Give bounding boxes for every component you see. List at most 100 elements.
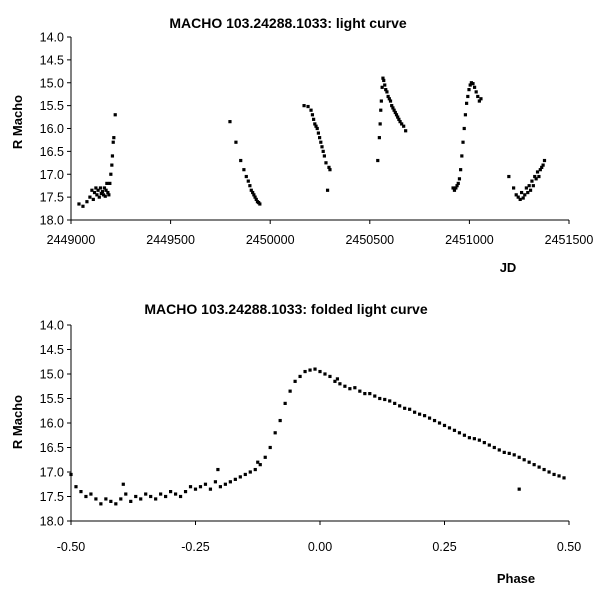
- data-point: [90, 188, 94, 192]
- data-point: [391, 106, 395, 110]
- data-point: [452, 188, 457, 192]
- data-point: [517, 455, 521, 459]
- data-point: [324, 161, 328, 165]
- x-axis-label: Phase: [497, 571, 535, 586]
- x-tick-label: 2450500: [345, 233, 394, 247]
- data-point: [533, 174, 537, 179]
- data-point: [394, 113, 399, 117]
- data-point: [313, 122, 317, 126]
- data-point: [104, 497, 108, 501]
- data-point: [164, 494, 168, 499]
- data-point: [203, 482, 208, 486]
- x-tick-label: -0.25: [181, 540, 210, 554]
- data-point: [246, 179, 250, 183]
- x-axis-label: JD: [500, 260, 517, 275]
- data-point: [283, 401, 287, 405]
- data-point: [380, 85, 384, 89]
- data-point: [108, 181, 112, 185]
- data-point: [532, 463, 536, 467]
- y-tick-label: 18.0: [40, 214, 64, 228]
- data-point: [531, 184, 535, 188]
- data-point: [368, 392, 372, 396]
- data-point: [393, 401, 397, 405]
- data-point: [88, 195, 92, 199]
- data-point: [288, 389, 292, 393]
- data-point: [541, 163, 545, 167]
- data-point: [427, 416, 432, 420]
- data-point: [251, 190, 255, 195]
- data-point: [467, 88, 471, 92]
- y-tick-label: 15.5: [40, 99, 64, 113]
- data-point: [258, 202, 262, 206]
- data-point: [516, 195, 520, 199]
- data-point: [432, 418, 437, 423]
- y-axis-label: R Macho: [10, 395, 25, 449]
- data-point: [111, 140, 115, 144]
- data-point: [268, 445, 272, 450]
- y-tick-label: 14.0: [40, 31, 64, 45]
- data-point: [253, 467, 257, 472]
- data-point: [318, 369, 322, 374]
- data-point: [208, 487, 213, 491]
- data-point: [302, 104, 306, 108]
- data-point: [535, 170, 540, 174]
- data-point: [353, 386, 357, 390]
- data-point: [542, 467, 546, 472]
- data-point: [228, 120, 232, 124]
- data-point: [327, 165, 331, 169]
- data-point: [234, 140, 238, 144]
- data-point: [256, 460, 260, 464]
- data-point: [321, 149, 325, 153]
- data-point: [477, 99, 481, 103]
- data-point: [258, 463, 262, 467]
- data-point: [398, 120, 402, 124]
- y-tick-label: 15.5: [40, 392, 64, 406]
- data-point: [243, 472, 247, 477]
- data-point: [92, 190, 97, 195]
- x-tick-label: -0.50: [57, 540, 86, 554]
- data-point: [524, 186, 528, 190]
- data-point: [79, 490, 83, 494]
- data-point: [476, 94, 480, 99]
- data-point: [223, 482, 227, 486]
- data-point: [335, 377, 340, 381]
- x-tick-label: 2450000: [246, 233, 295, 247]
- data-point: [472, 437, 476, 441]
- x-ticks: 2449000 2449500 2450000 2450500 2451000 24515…: [47, 220, 593, 247]
- data-point: [348, 387, 352, 391]
- data-point: [97, 195, 101, 199]
- data-point: [99, 502, 103, 506]
- data-point: [149, 494, 153, 499]
- data-point: [318, 136, 322, 140]
- data-point: [408, 407, 412, 411]
- data-point: [95, 193, 99, 197]
- data-point: [512, 453, 516, 457]
- data-point: [400, 122, 404, 126]
- data-point: [249, 188, 253, 192]
- data-point: [119, 497, 123, 501]
- data-points: [69, 367, 566, 506]
- data-point: [312, 117, 316, 121]
- y-axis-label: R Macho: [10, 95, 25, 149]
- x-tick-label: 0.00: [308, 540, 332, 554]
- data-point: [320, 145, 324, 149]
- data-points: [77, 76, 547, 208]
- data-point: [392, 108, 396, 112]
- data-point: [114, 502, 118, 506]
- data-point: [84, 494, 88, 499]
- data-point: [298, 374, 302, 379]
- data-point: [454, 186, 458, 190]
- data-point: [468, 83, 472, 87]
- data-point: [512, 186, 516, 190]
- data-point: [159, 492, 163, 496]
- data-point: [129, 499, 133, 503]
- folded-light-curve-chart: MACHO 103.24288.1033: folded light curve…: [10, 301, 581, 586]
- data-point: [422, 414, 427, 418]
- data-point: [328, 168, 332, 172]
- data-point: [94, 497, 98, 501]
- data-point: [497, 448, 501, 452]
- x-ticks: -0.50 -0.25 0.00 0.25 0.50: [57, 521, 581, 554]
- data-point: [386, 94, 390, 99]
- data-point: [471, 82, 475, 86]
- data-point: [81, 204, 85, 208]
